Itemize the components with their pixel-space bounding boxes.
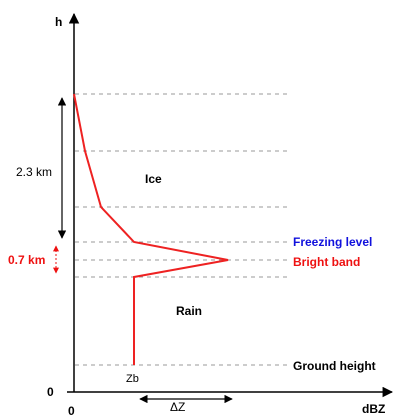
bright-band-label: Bright band [293, 255, 360, 269]
delta-z-label: ΔZ [170, 400, 185, 414]
ground-height-label: Ground height [293, 359, 376, 373]
upper-span-label: 2.3 km [16, 165, 52, 179]
rain-region-label: Rain [176, 304, 202, 318]
y-axis-label: h [55, 15, 62, 29]
dashed-level-lines [75, 93, 290, 366]
x-origin-label: 0 [68, 404, 75, 418]
reflectivity-profile-line [73, 93, 229, 365]
y-origin-label: 0 [47, 385, 54, 399]
zb-label: Zb [126, 373, 139, 385]
freezing-level-label: Freezing level [293, 235, 372, 249]
x-axis-label: dBZ [362, 402, 385, 416]
ice-region-label: Ice [145, 172, 162, 186]
bright-band-span-label: 0.7 km [8, 253, 45, 267]
